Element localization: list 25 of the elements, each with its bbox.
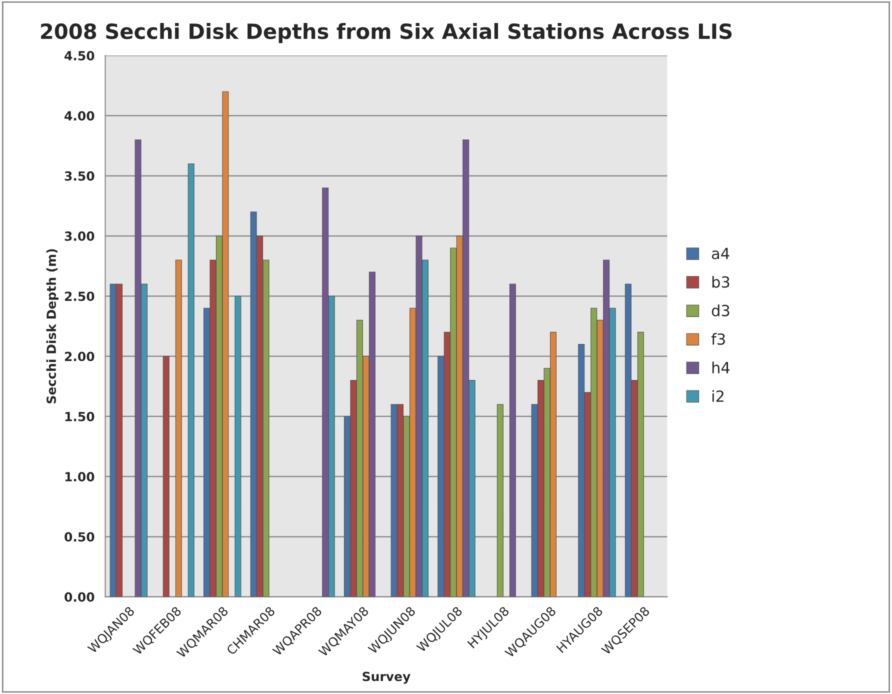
y-tick-label: 4.50 [64,50,94,60]
y-tick-label: 4.00 [64,111,94,121]
bar [175,260,182,597]
bar [496,404,504,597]
legend-label: b3 [712,276,730,288]
y-tick-label: 3.50 [64,171,94,181]
bar [234,296,242,597]
bar [509,284,516,597]
y-tick-label: 0.50 [64,532,94,542]
legend-label: h4 [712,362,730,374]
legend-label: d3 [712,304,730,316]
chart-title: 2008 Secchi Disk Depths from Six Axial Stations Across LIS [41,23,732,44]
legend-label: i2 [712,390,724,402]
x-axis-title: Survey [362,672,410,684]
y-tick-label: 1.00 [65,472,94,482]
legend-label: f3 [711,333,725,345]
legend-label: a4 [712,248,730,260]
y-tick-label: 2.50 [64,292,94,302]
y-tick-label: 0.00 [64,592,94,602]
bar [162,356,170,597]
bar [188,164,194,597]
y-tick-label: 3.00 [64,231,94,241]
y-tick-label: 2.00 [64,352,94,362]
y-tick-label: 1.50 [65,412,94,422]
y-axis-title: Secchi Disk Depth (m) [46,249,58,404]
